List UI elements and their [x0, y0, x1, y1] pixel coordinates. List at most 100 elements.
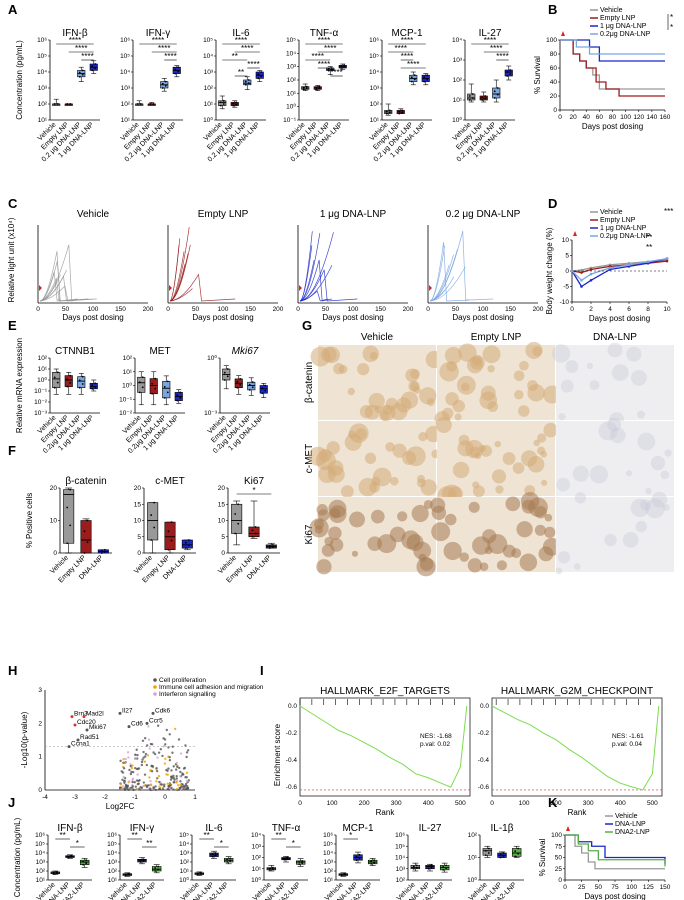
data-point [260, 71, 263, 73]
volcano-point [186, 787, 190, 790]
y-tick-label: 10³ [38, 85, 48, 92]
data-point [161, 82, 164, 85]
x-axis-label: Days post dosing [322, 313, 383, 322]
stain-blob [607, 417, 622, 432]
volcano-point [135, 767, 139, 771]
box-1 [164, 521, 176, 551]
panel-F: % Positive cellsβ-catenin01020VehicleEmp… [25, 476, 280, 584]
data-point [53, 386, 56, 389]
sig-label: **** [496, 52, 508, 61]
data-point [268, 545, 271, 547]
volcano-point [122, 761, 125, 765]
data-point [226, 375, 229, 378]
data-point [149, 103, 152, 105]
volcano-point [152, 751, 155, 754]
data-point [174, 72, 177, 75]
data-point [100, 549, 103, 552]
trace-line [299, 245, 313, 302]
subplot-title: IL-6 [205, 823, 223, 834]
data-point [305, 85, 308, 88]
volcano-point [131, 770, 135, 774]
volcano-point [173, 727, 177, 731]
dosing-arrow-icon [573, 231, 577, 236]
data-point [251, 535, 254, 538]
data-point [427, 867, 430, 870]
volcano-point [172, 781, 176, 784]
volcano-point [156, 756, 159, 759]
data-point [318, 85, 321, 88]
y-tick-label: 5 [565, 253, 569, 260]
y-axis-label: Body weight change (%) [545, 227, 554, 314]
x-tick-label: 500 [455, 800, 466, 807]
legend-entry: 0.2μg DNA-LNP [600, 233, 651, 240]
stain-blob [604, 533, 617, 547]
y-tick-label: 10 [50, 518, 58, 525]
volcano-point [179, 775, 182, 778]
data-point [91, 384, 94, 387]
subplot-title: MET [149, 346, 170, 357]
stain-blob [431, 522, 451, 542]
y-tick-label: 10³ [121, 85, 131, 92]
data-point [401, 111, 404, 114]
stain-blob [645, 487, 652, 495]
data-point [358, 853, 361, 856]
volcano-point [126, 751, 130, 754]
volcano-point [171, 745, 174, 748]
labeled-point [151, 711, 155, 715]
volcano-point [185, 776, 188, 779]
data-point [370, 860, 373, 863]
x-tick-label: -1 [132, 794, 138, 801]
stain-blob [513, 370, 525, 382]
data-point [184, 541, 187, 544]
volcano-point [161, 754, 164, 758]
trace-line [169, 244, 180, 302]
y-tick-label: 10⁵ [179, 832, 189, 839]
stain-blob [598, 421, 618, 441]
volcano-point [179, 770, 182, 774]
y-tick-label: 10¹ [123, 369, 133, 376]
y-tick-label: 0 [565, 268, 569, 275]
dosing-arrow-icon [561, 31, 565, 36]
y-tick-label: 10⁵ [37, 53, 47, 60]
stain-blob [626, 346, 642, 362]
gene-label: Rad51 [80, 734, 100, 741]
x-tick-label: 160 [660, 114, 671, 121]
sig-label: * [252, 486, 255, 495]
sig-label: ** [204, 831, 210, 840]
stain-blob [487, 364, 495, 373]
data-point [264, 389, 267, 392]
data-point [196, 872, 199, 875]
data-point [271, 868, 274, 871]
y-tick-label: 5 [221, 534, 225, 541]
subplot-title: 0.2 μg DNA-LNP [446, 209, 521, 220]
x-tick-label: 8 [646, 306, 650, 313]
gene-label: Cdc20 [77, 719, 96, 726]
plot-frame [491, 697, 663, 797]
legend-swatch [153, 692, 157, 696]
data-point [264, 384, 267, 387]
gene-label: Cdk6 [155, 707, 171, 714]
subplot-title: IL-27 [419, 823, 442, 834]
stain-blob [533, 439, 540, 447]
data-point [82, 863, 85, 866]
stain-blob [444, 513, 457, 526]
gene-label: Ccr5 [149, 717, 163, 724]
subplot-title: HALLMARK_E2F_TARGETS [320, 686, 450, 697]
y-tick-label: 10³ [36, 859, 46, 866]
gene-label: Il27 [122, 707, 133, 714]
volcano-point [184, 784, 187, 788]
data-point [141, 376, 144, 379]
data-point [94, 386, 97, 388]
stain-blob [514, 390, 524, 400]
volcano-point [140, 786, 144, 789]
volcano-point [164, 743, 167, 746]
stain-blob [512, 462, 525, 474]
y-tick-label: 10¹ [453, 97, 463, 104]
trace-line [299, 232, 334, 302]
volcano-point [182, 767, 186, 770]
y-tick-label: 10⁵ [286, 37, 296, 44]
data-point [509, 73, 512, 75]
stain-blob [622, 532, 639, 548]
y-tick-label: 10⁻¹ [119, 396, 133, 403]
x-tick-label: 100 [327, 800, 338, 807]
